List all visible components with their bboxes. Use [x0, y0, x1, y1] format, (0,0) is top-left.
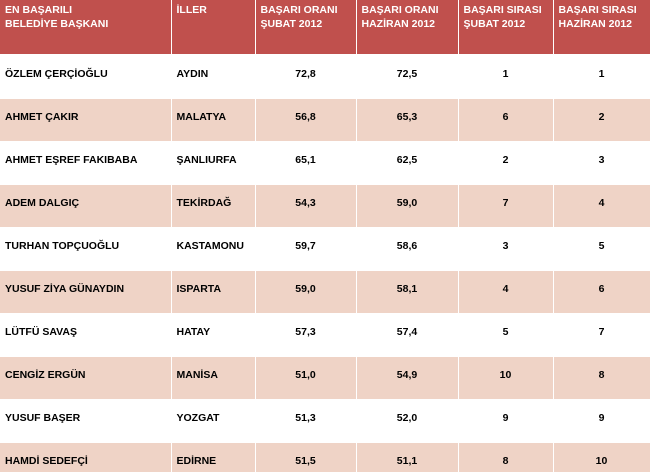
rate-jun: 72,5 — [356, 55, 459, 99]
rank-jun: 7 — [553, 313, 650, 357]
province: YOZGAT — [171, 399, 256, 443]
header-rate-feb: BAŞARI ORANI ŞUBAT 2012 — [255, 0, 357, 56]
rank-feb: 4 — [458, 270, 554, 314]
rank-feb: 10 — [458, 356, 554, 400]
rate-feb: 56,8 — [255, 98, 357, 142]
header-mayor: EN BAŞARILI BELEDİYE BAŞKANI — [0, 0, 172, 56]
header-rate-jun: BAŞARI ORANI HAZİRAN 2012 — [356, 0, 459, 56]
table-row: YUSUF BAŞER YOZGAT 51,3 52,0 9 9 — [0, 399, 650, 443]
table-row: AHMET EŞREF FAKIBABA ŞANLIURFA 65,1 62,5… — [0, 141, 650, 185]
rank-feb: 7 — [458, 184, 554, 228]
mayor-name: TURHAN TOPÇUOĞLU — [0, 227, 172, 271]
rate-jun: 54,9 — [356, 356, 459, 400]
rate-feb: 65,1 — [255, 141, 357, 185]
mayor-name: AHMET EŞREF FAKIBABA — [0, 141, 172, 185]
rate-feb: 72,8 — [255, 55, 357, 99]
table-row: HAMDİ SEDEFÇİ EDİRNE 51,5 51,1 8 10 — [0, 442, 650, 473]
province: HATAY — [171, 313, 256, 357]
province: MALATYA — [171, 98, 256, 142]
table-row: LÜTFÜ SAVAŞ HATAY 57,3 57,4 5 7 — [0, 313, 650, 357]
mayor-name: ADEM DALGIÇ — [0, 184, 172, 228]
rate-jun: 57,4 — [356, 313, 459, 357]
table-row: CENGİZ ERGÜN MANİSA 51,0 54,9 10 8 — [0, 356, 650, 400]
mayor-name: HAMDİ SEDEFÇİ — [0, 442, 172, 473]
rank-jun: 1 — [553, 55, 650, 99]
rate-feb: 54,3 — [255, 184, 357, 228]
mayor-name: YUSUF BAŞER — [0, 399, 172, 443]
rank-jun: 8 — [553, 356, 650, 400]
rate-jun: 51,1 — [356, 442, 459, 473]
table-row: ÖZLEM ÇERÇİOĞLU AYDIN 72,8 72,5 1 1 — [0, 55, 650, 99]
table-row: TURHAN TOPÇUOĞLU KASTAMONU 59,7 58,6 3 5 — [0, 227, 650, 271]
province: AYDIN — [171, 55, 256, 99]
rank-jun: 10 — [553, 442, 650, 473]
rate-feb: 51,3 — [255, 399, 357, 443]
mayor-name: ÖZLEM ÇERÇİOĞLU — [0, 55, 172, 99]
table-row: YUSUF ZİYA GÜNAYDIN ISPARTA 59,0 58,1 4 … — [0, 270, 650, 314]
rank-jun: 2 — [553, 98, 650, 142]
mayor-name: YUSUF ZİYA GÜNAYDIN — [0, 270, 172, 314]
province: KASTAMONU — [171, 227, 256, 271]
rate-jun: 52,0 — [356, 399, 459, 443]
province: MANİSA — [171, 356, 256, 400]
province: EDİRNE — [171, 442, 256, 473]
rate-jun: 58,6 — [356, 227, 459, 271]
rank-feb: 2 — [458, 141, 554, 185]
rank-feb: 1 — [458, 55, 554, 99]
rank-jun: 9 — [553, 399, 650, 443]
rank-feb: 6 — [458, 98, 554, 142]
header-rank-jun: BAŞARI SIRASI HAZİRAN 2012 — [553, 0, 650, 56]
rate-feb: 57,3 — [255, 313, 357, 357]
rate-feb: 59,0 — [255, 270, 357, 314]
rank-feb: 9 — [458, 399, 554, 443]
rate-feb: 51,5 — [255, 442, 357, 473]
province: TEKİRDAĞ — [171, 184, 256, 228]
rank-feb: 5 — [458, 313, 554, 357]
rank-jun: 3 — [553, 141, 650, 185]
rank-jun: 5 — [553, 227, 650, 271]
rank-feb: 8 — [458, 442, 554, 473]
mayor-name: AHMET ÇAKIR — [0, 98, 172, 142]
province: ŞANLIURFA — [171, 141, 256, 185]
rank-jun: 4 — [553, 184, 650, 228]
mayor-name: LÜTFÜ SAVAŞ — [0, 313, 172, 357]
rate-jun: 58,1 — [356, 270, 459, 314]
header-rank-feb: BAŞARI SIRASI ŞUBAT 2012 — [458, 0, 554, 56]
rate-jun: 62,5 — [356, 141, 459, 185]
table-row: ADEM DALGIÇ TEKİRDAĞ 54,3 59,0 7 4 — [0, 184, 650, 228]
rate-feb: 51,0 — [255, 356, 357, 400]
header-province: İLLER — [171, 0, 256, 56]
rank-jun: 6 — [553, 270, 650, 314]
table-row: AHMET ÇAKIR MALATYA 56,8 65,3 6 2 — [0, 98, 650, 142]
rate-jun: 65,3 — [356, 98, 459, 142]
header-row: EN BAŞARILI BELEDİYE BAŞKANI İLLER BAŞAR… — [0, 0, 650, 56]
province: ISPARTA — [171, 270, 256, 314]
mayor-name: CENGİZ ERGÜN — [0, 356, 172, 400]
rate-jun: 59,0 — [356, 184, 459, 228]
rank-feb: 3 — [458, 227, 554, 271]
rate-feb: 59,7 — [255, 227, 357, 271]
